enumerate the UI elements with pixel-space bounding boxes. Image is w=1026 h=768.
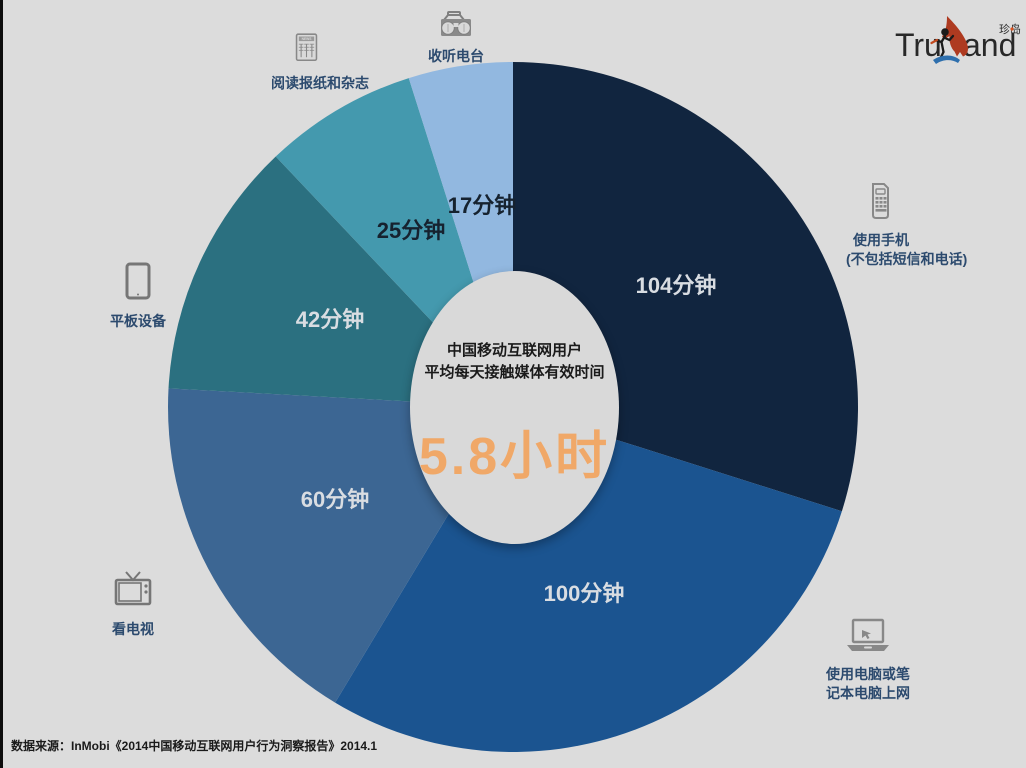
svg-text:珍岛: 珍岛 — [999, 22, 1021, 36]
svg-text:100分钟: 100分钟 — [544, 581, 625, 606]
svg-text:104分钟: 104分钟 — [636, 273, 717, 298]
svg-text:NEWS: NEWS — [301, 37, 312, 41]
svg-text:42分钟: 42分钟 — [296, 307, 364, 332]
svg-text:60分钟: 60分钟 — [301, 487, 369, 512]
svg-text:Tru: Tru — [895, 27, 942, 63]
svg-text:25分钟: 25分钟 — [377, 218, 445, 243]
svg-text:17分钟: 17分钟 — [448, 193, 516, 218]
